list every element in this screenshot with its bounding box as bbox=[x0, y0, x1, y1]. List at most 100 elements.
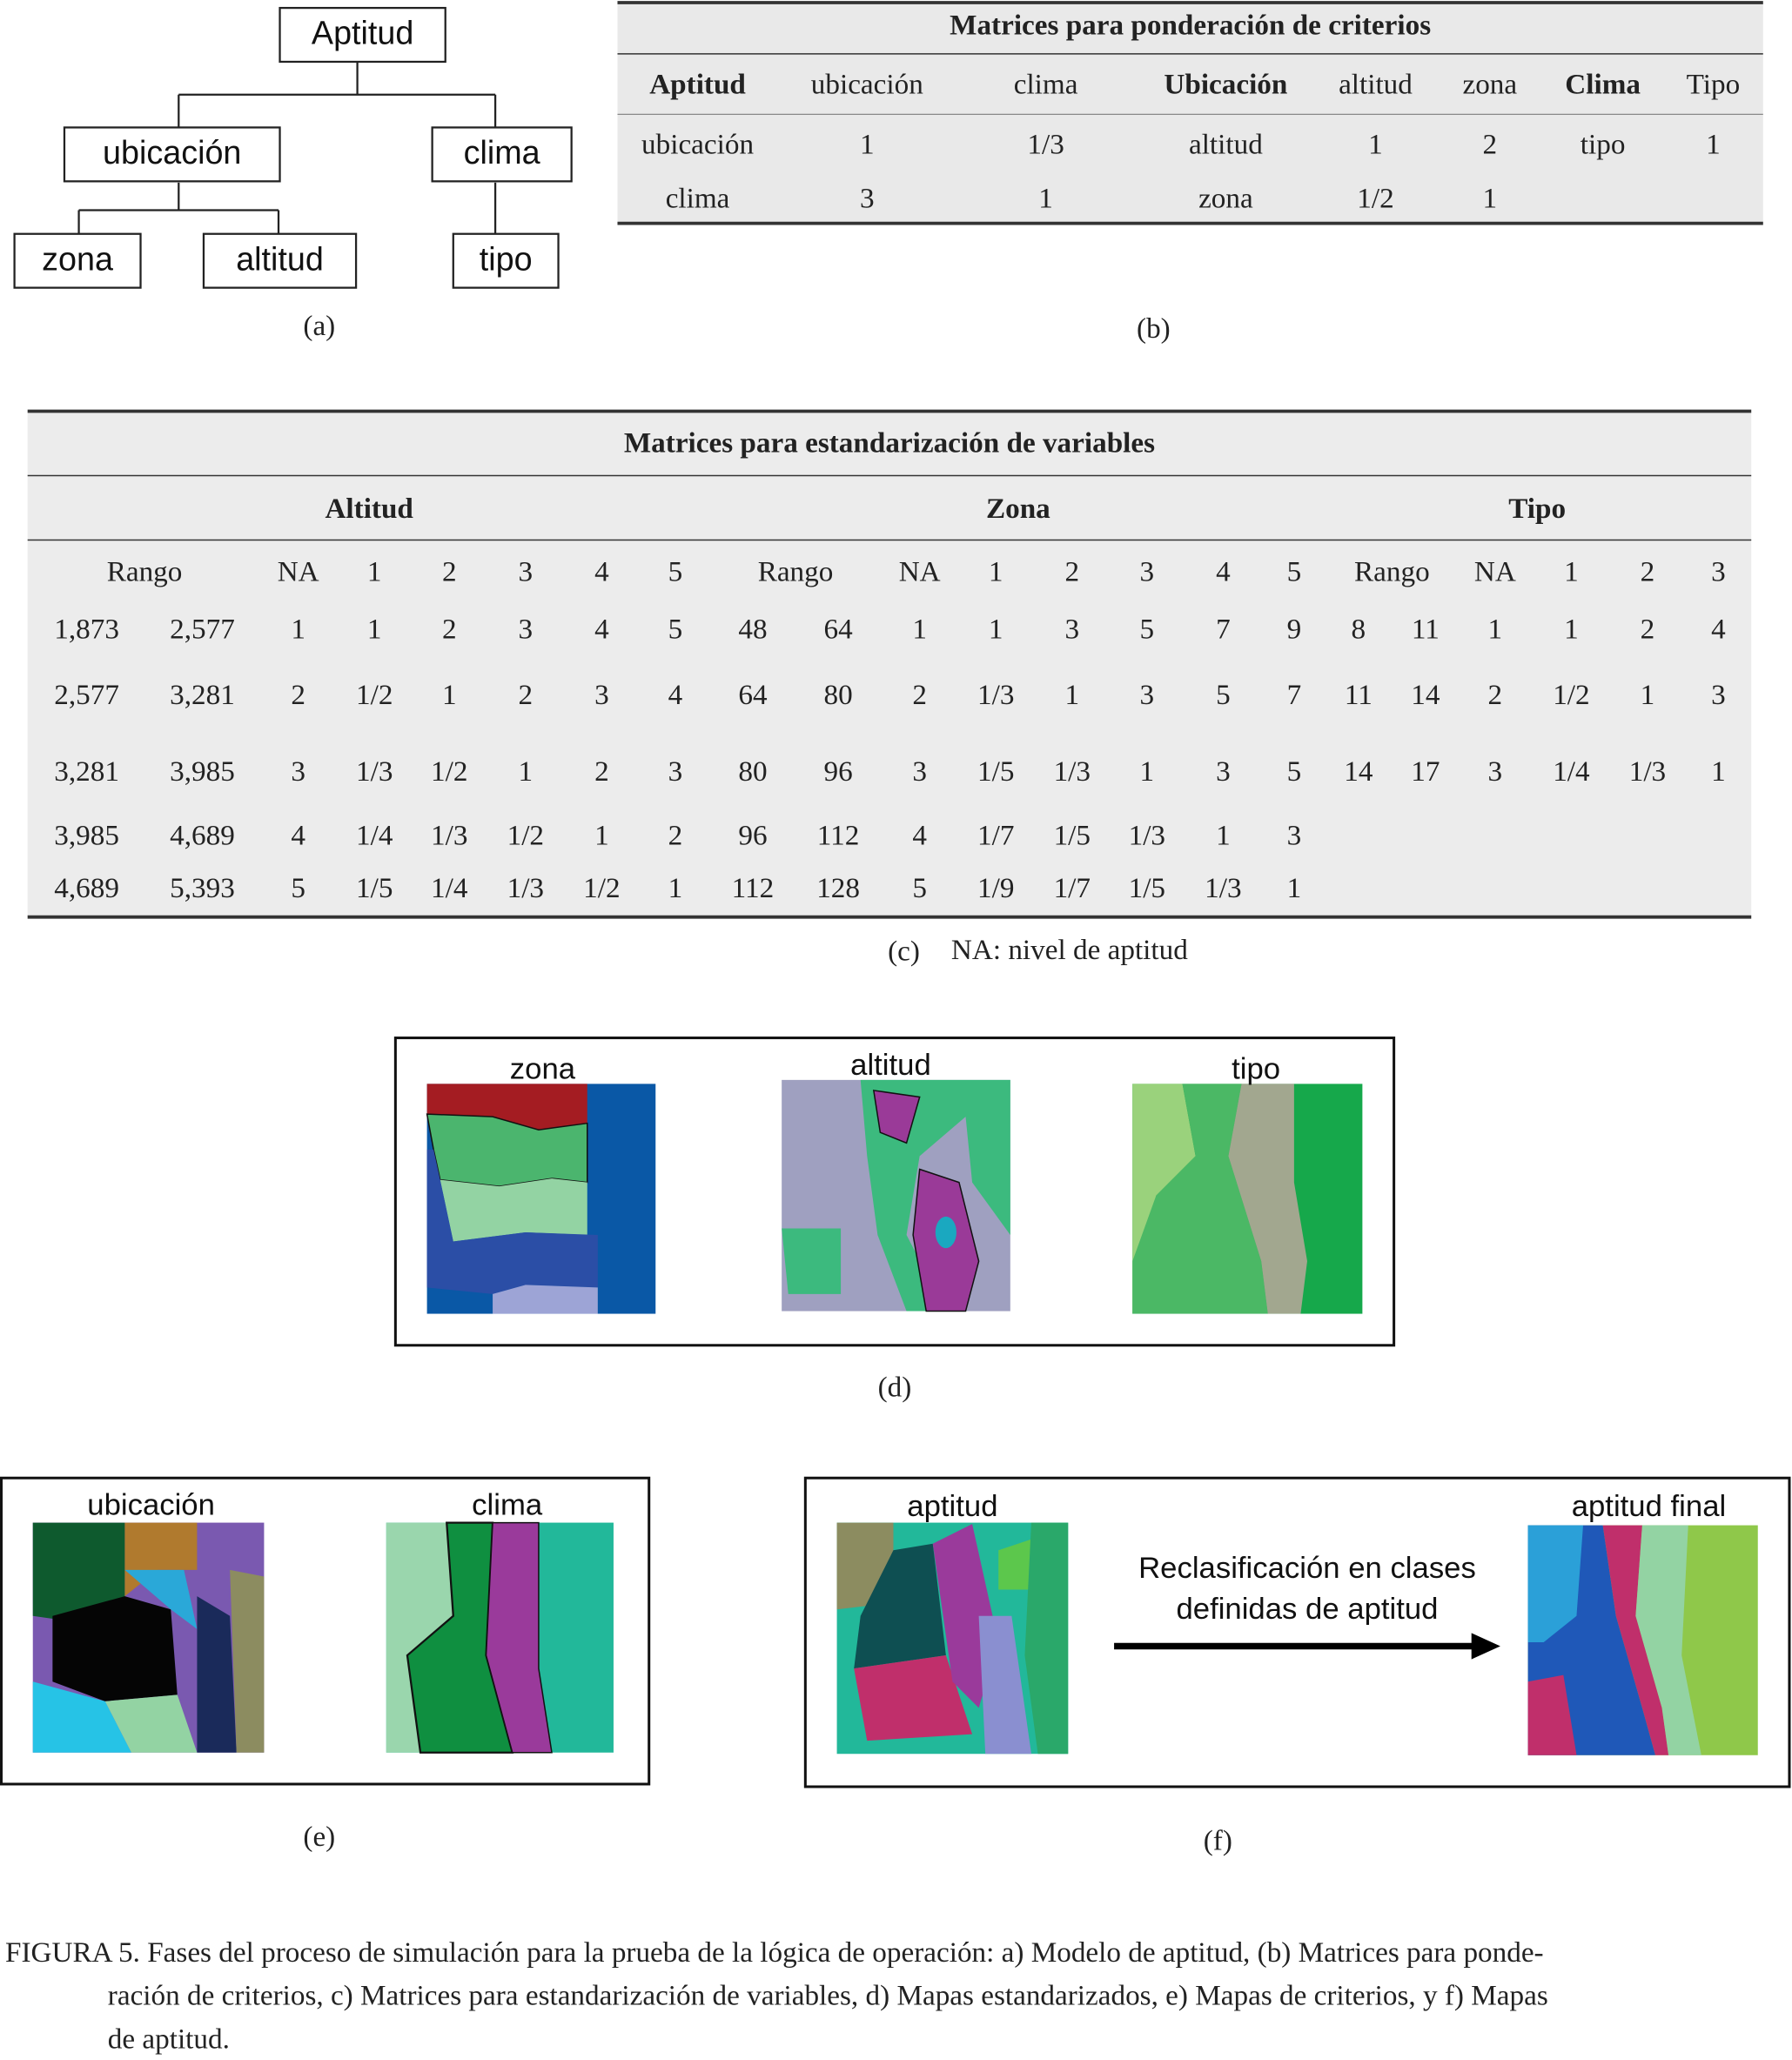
tree-node-box bbox=[452, 232, 560, 289]
table-cell: 1/3 bbox=[1129, 820, 1165, 852]
table-cell: 4 bbox=[1711, 614, 1726, 646]
table-cell: 1/5 bbox=[1129, 872, 1165, 904]
table-cell: 2 bbox=[668, 820, 683, 852]
panel-label: (e) bbox=[303, 1821, 335, 1853]
tree-node-box bbox=[431, 126, 573, 183]
table-cell: 3,985 bbox=[170, 755, 235, 788]
table-cell: 5 bbox=[1287, 755, 1302, 788]
table-cell: 1/2 bbox=[356, 679, 393, 711]
table-cell: 5 bbox=[912, 872, 927, 904]
table-cell: 4,689 bbox=[54, 872, 119, 904]
tree-node-box bbox=[63, 126, 281, 183]
tree-node-box bbox=[202, 232, 358, 289]
table-header: Ubicación bbox=[1164, 68, 1287, 100]
table-header: Clima bbox=[1565, 68, 1641, 100]
table-cell: 2 bbox=[519, 679, 534, 711]
table-cell: 3 bbox=[291, 755, 305, 788]
tree-node-label: clima bbox=[464, 134, 540, 171]
table-cell: 1/4 bbox=[356, 820, 393, 852]
arrow-text: Reclasificación en clases bbox=[1138, 1552, 1476, 1585]
table-cell: 4 bbox=[668, 679, 683, 711]
table-cell: 1/3 bbox=[507, 872, 544, 904]
caption-line: FIGURA 5. Fases del proceso de simulació… bbox=[5, 1936, 1544, 1969]
table-header: clima bbox=[1014, 68, 1078, 100]
table-cell: 14 bbox=[1411, 679, 1440, 711]
table-cell: 14 bbox=[1344, 755, 1373, 788]
tree-node-box bbox=[279, 6, 446, 64]
table-cell: 1 bbox=[1038, 183, 1053, 215]
tree-connectors bbox=[77, 61, 497, 234]
table-header: Tipo bbox=[1687, 68, 1741, 100]
table-cell: 3 bbox=[1711, 679, 1726, 711]
table-cell: 1 bbox=[442, 679, 457, 711]
table-cell: 1/2 bbox=[431, 755, 467, 788]
table-cell: 1,873 bbox=[54, 614, 119, 646]
table-cell: 5 bbox=[668, 614, 683, 646]
table-cell: 3 bbox=[1488, 755, 1503, 788]
caption-line: ración de criterios, c) Matrices para es… bbox=[108, 1980, 1548, 2012]
map-title: zona bbox=[510, 1052, 576, 1085]
map-zona bbox=[426, 1084, 656, 1314]
table-cell: clima bbox=[666, 183, 730, 215]
table-cell: 3 bbox=[1140, 679, 1155, 711]
table-cell: 4 bbox=[291, 820, 305, 852]
table-cell: 96 bbox=[823, 755, 852, 788]
table-header: zona bbox=[1462, 68, 1517, 100]
table-cell: 1/7 bbox=[977, 820, 1014, 852]
panel-label: (a) bbox=[303, 310, 335, 342]
table-title: Matrices para estandarización de variabl… bbox=[624, 426, 1155, 459]
tree-node-label: ubicación bbox=[103, 134, 241, 171]
table-cell: 2 bbox=[1641, 614, 1655, 646]
caption-line: de aptitud. bbox=[108, 2023, 230, 2055]
table-cell: 1/3 bbox=[1054, 755, 1091, 788]
table-cell: 4,689 bbox=[170, 820, 235, 852]
subheader: 1 bbox=[989, 555, 1003, 587]
table-cell: 1/4 bbox=[1553, 755, 1590, 788]
table-cell: ubicación bbox=[641, 129, 754, 161]
table-cell: 5,393 bbox=[170, 872, 235, 904]
table-cell: 1 bbox=[1287, 872, 1302, 904]
group-header: Tipo bbox=[1508, 493, 1566, 525]
table-cell: 96 bbox=[738, 820, 767, 852]
map-title: aptitud final bbox=[1572, 1490, 1727, 1523]
table-cell: 11 bbox=[1345, 679, 1373, 711]
table-cell: 112 bbox=[732, 872, 775, 904]
table-cell: 1/7 bbox=[1054, 872, 1091, 904]
table-cell: 112 bbox=[817, 820, 860, 852]
table-cell: 1/3 bbox=[1027, 129, 1064, 161]
panel-frames bbox=[0, 1037, 1791, 1788]
table-cell: 1/3 bbox=[356, 755, 393, 788]
table-cell: 1 bbox=[1711, 755, 1726, 788]
table-cell: 2 bbox=[912, 679, 927, 711]
table-cell: 2 bbox=[1488, 679, 1503, 711]
table-cell: 1/2 bbox=[1357, 183, 1393, 215]
table-cell: 1 bbox=[1064, 679, 1079, 711]
map-ubicacion bbox=[32, 1522, 265, 1753]
subheader: 5 bbox=[668, 555, 683, 587]
tree-node-label: Aptitud bbox=[312, 15, 413, 51]
table-header: ubicación bbox=[811, 68, 923, 100]
table-cell: 3 bbox=[1287, 820, 1302, 852]
table-cell: tipo bbox=[1581, 129, 1626, 161]
table-cell: 3 bbox=[519, 614, 534, 646]
table-cell: 1 bbox=[367, 614, 382, 646]
table-cell: 2 bbox=[291, 679, 305, 711]
subheader: Rango bbox=[107, 555, 183, 587]
table-cell: 3 bbox=[860, 183, 875, 215]
table-cell: 1 bbox=[1564, 614, 1579, 646]
subheader: NA bbox=[278, 555, 319, 587]
tree-node-label: zona bbox=[42, 240, 113, 277]
table-cell: 1 bbox=[594, 820, 609, 852]
table-cell: 17 bbox=[1411, 755, 1440, 788]
table-cell: 1/2 bbox=[583, 872, 620, 904]
table-cell: 1 bbox=[1368, 129, 1383, 161]
subheader: 4 bbox=[594, 555, 609, 587]
table-cell: 1 bbox=[912, 614, 927, 646]
table-cell: 2 bbox=[594, 755, 609, 788]
group-header: Altitud bbox=[325, 493, 413, 525]
subheader: 2 bbox=[442, 555, 457, 587]
table-cell: zona bbox=[1198, 183, 1253, 215]
table-cell: 5 bbox=[291, 872, 305, 904]
map-title: tipo bbox=[1232, 1052, 1280, 1085]
